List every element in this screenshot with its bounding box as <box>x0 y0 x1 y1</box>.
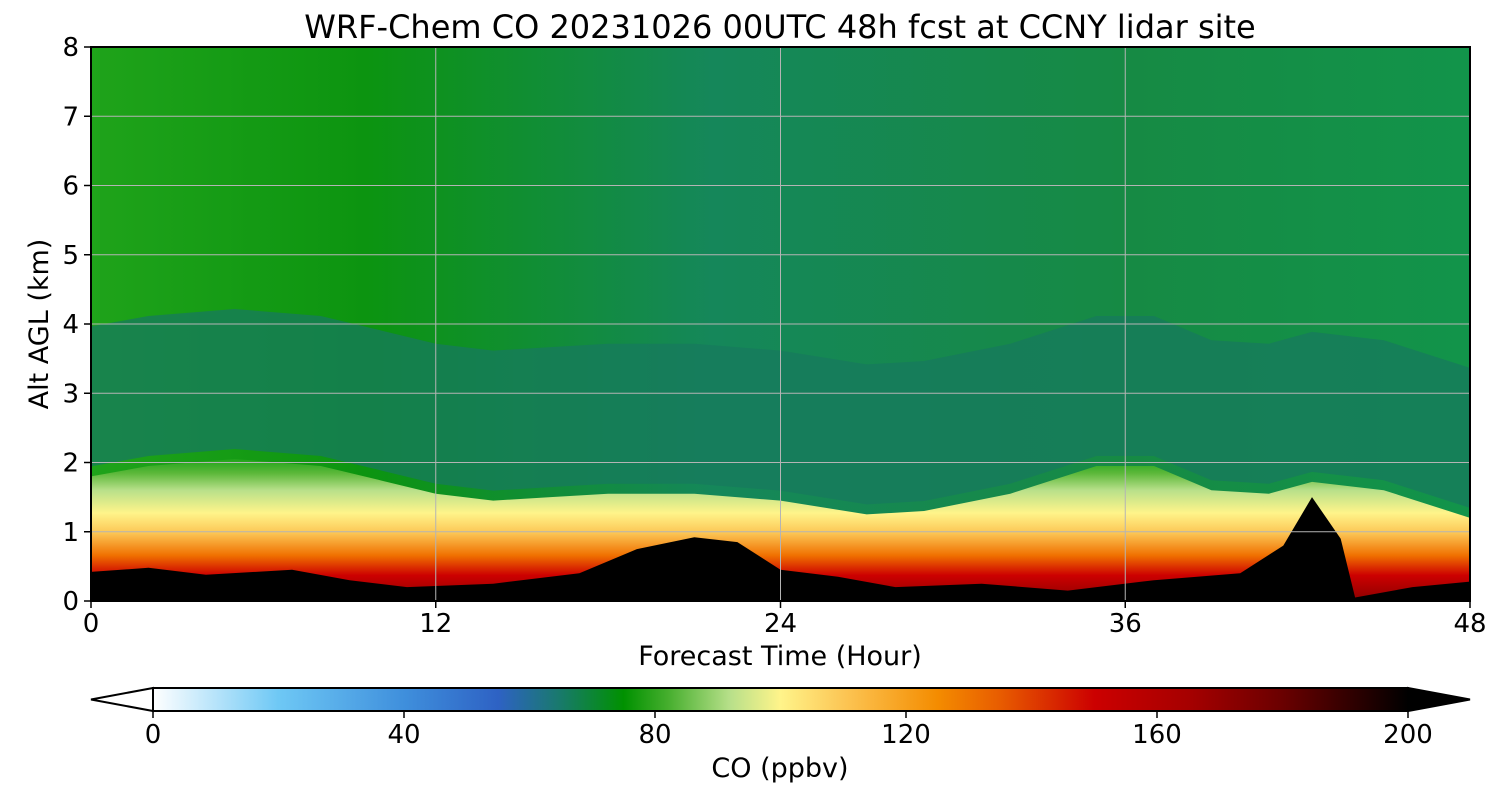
y-tick-label: 4 <box>62 310 79 340</box>
y-tick-label: 7 <box>62 102 79 132</box>
colorbar-tick-label: 0 <box>145 720 162 750</box>
colorbar-tick-label: 160 <box>1132 720 1182 750</box>
colorbar-tick-label: 40 <box>387 720 420 750</box>
colorbar-label: CO (ppbv) <box>711 753 848 784</box>
y-tick-label: 5 <box>62 241 79 271</box>
y-tick-label: 1 <box>62 518 79 548</box>
y-tick-label: 2 <box>62 449 79 479</box>
x-tick-label: 24 <box>764 609 797 639</box>
colorbar-extend-high <box>1407 686 1471 713</box>
grid-lines <box>91 47 1470 601</box>
y-axis-label: Alt AGL (km) <box>24 239 55 410</box>
y-tick-label: 0 <box>62 587 79 617</box>
colorbar-ticks: 0 40 80 120 160 200 <box>145 711 1433 750</box>
colorbar-extend-low <box>90 686 154 713</box>
x-tick-label: 36 <box>1109 609 1142 639</box>
colorbar-frame <box>152 687 1409 712</box>
y-tick-label: 3 <box>62 379 79 409</box>
colorbar-tick-label: 200 <box>1383 720 1433 750</box>
colorbar-tick-label: 80 <box>638 720 671 750</box>
plot-area <box>91 47 1470 601</box>
x-tick-label: 12 <box>419 609 452 639</box>
y-tick-label: 6 <box>62 172 79 202</box>
colorbar-tick-label: 120 <box>881 720 931 750</box>
x-axis-label: Forecast Time (Hour) <box>638 641 922 672</box>
y-tick-label: 8 <box>62 33 79 63</box>
chart-title: WRF-Chem CO 20231026 00UTC 48h fcst at C… <box>304 8 1255 46</box>
y-axis-ticks: 0 1 2 3 4 5 6 7 8 <box>62 33 91 617</box>
colorbar-strip <box>153 688 1408 711</box>
x-tick-label: 48 <box>1453 609 1486 639</box>
x-tick-label: 0 <box>83 609 100 639</box>
x-axis-ticks: 0 12 24 36 48 <box>83 601 1487 639</box>
colorbar: 0 40 80 120 160 200 <box>90 686 1471 750</box>
